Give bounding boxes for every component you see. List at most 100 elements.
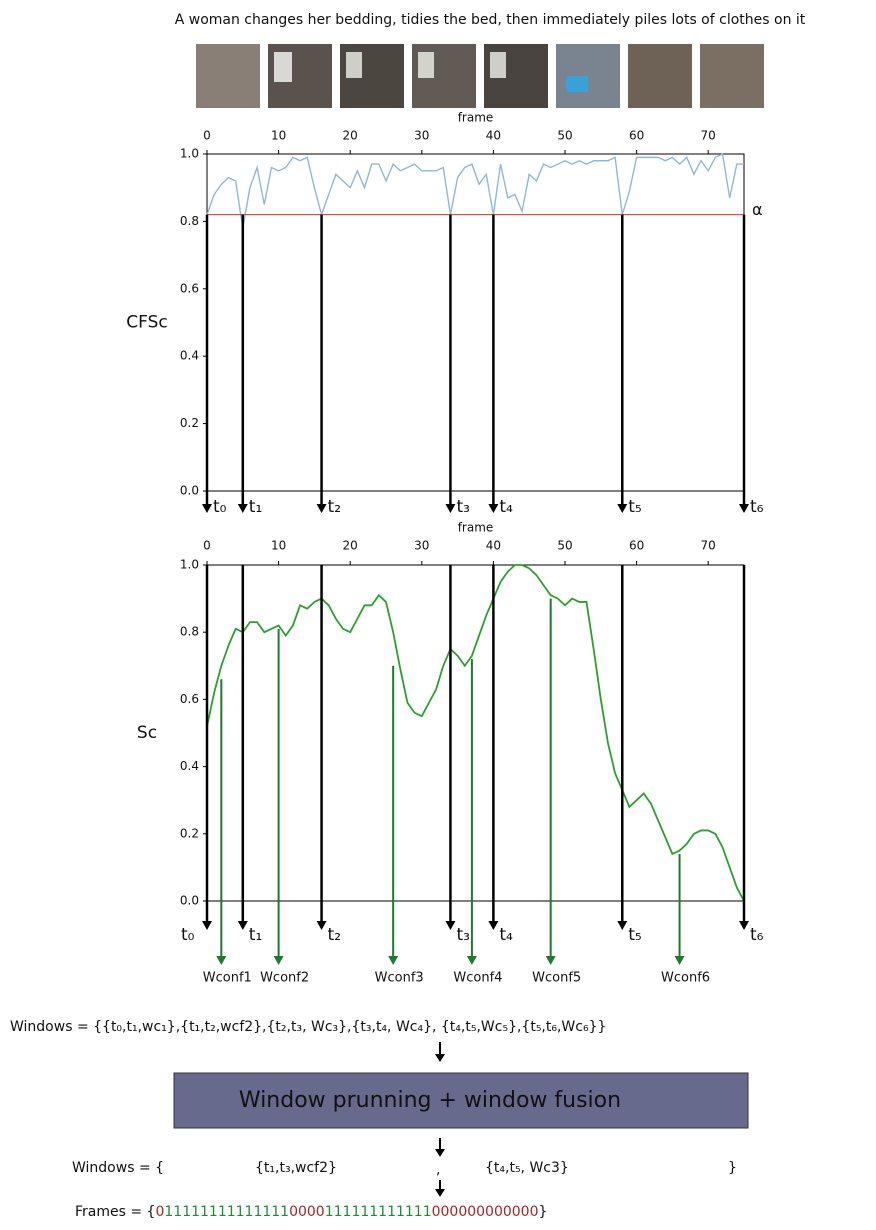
y-axis-label: Sc (137, 723, 157, 743)
plot-frame (206, 564, 745, 902)
x-tick-label: 0 (203, 129, 211, 143)
charts: frame CFSc 0 10 20 30 40 50 60 70 0.0 0.2 0.4 0.6 0.8 1… (126, 111, 763, 986)
cut-label: t₃ (456, 497, 469, 517)
cut-label: t₄ (499, 925, 513, 945)
x-axis-label: frame (458, 111, 494, 125)
window-label: Wconf2 (260, 971, 309, 986)
cut-label: t₄ (499, 497, 513, 517)
y-tick-label: 0.0 (180, 484, 199, 498)
process-box (173, 1072, 749, 1129)
threshold-label: α (752, 200, 763, 219)
x-tick-label: 10 (271, 539, 286, 553)
arrow-head (435, 1149, 445, 1157)
x-axis-label: frame (458, 521, 494, 535)
x-tick-label: 20 (343, 129, 358, 143)
y-tick-label: 1.0 (180, 147, 199, 161)
cut-label: t₁ (249, 497, 262, 517)
frame-bits: 0000 (289, 1204, 325, 1220)
x-tick-label: 50 (557, 539, 572, 553)
window-arrow-head (466, 956, 477, 965)
y-tick-label: 1.0 (180, 558, 199, 572)
x-tick-label: 60 (629, 539, 644, 553)
window-arrow-head (674, 956, 685, 965)
cut-label: t₀ (213, 497, 227, 517)
cut-arrow-head (445, 504, 456, 513)
x-tick-label: 40 (486, 539, 501, 553)
thumbnail (196, 44, 260, 108)
cut-arrow-head (202, 504, 212, 513)
cut-arrow-head (445, 921, 456, 930)
y-tick-label: 0.6 (180, 281, 199, 295)
frames-label: Frames = { (75, 1204, 155, 1220)
result-separator: , (436, 1162, 440, 1178)
process-label: Window prunning + window fusion (239, 1088, 621, 1113)
cut-arrow-head (237, 921, 248, 930)
result-window: {t₄,t₅, Wc3} (485, 1160, 569, 1176)
cut-arrow-head (617, 504, 628, 513)
result-windows-label: Windows = { (72, 1160, 164, 1176)
window-glint (274, 52, 292, 82)
window-label: Wconf6 (661, 971, 710, 986)
frame-bits: 111111111111 (325, 1204, 432, 1220)
window-glint (490, 52, 506, 78)
y-tick-label: 0.4 (180, 759, 199, 773)
cut-label: t₃ (456, 925, 469, 945)
cut-label: t₆ (750, 925, 764, 945)
x-tick-label: 20 (343, 539, 358, 553)
y-tick-label: 0.2 (180, 416, 199, 430)
x-tick-label: 30 (414, 129, 429, 143)
x-tick-label: 50 (557, 129, 572, 143)
window-arrow-head (388, 956, 399, 965)
chart: frame CFSc 0 10 20 30 40 50 60 70 0.0 0.2 0.4 0.6 0.8 1… (126, 111, 763, 518)
x-tick-label: 0 (203, 539, 211, 553)
window-label: Wconf5 (532, 971, 581, 986)
y-axis-label: CFSc (126, 313, 168, 333)
cut-label: t₁ (249, 925, 262, 945)
result-windows-close: } (728, 1160, 737, 1176)
y-tick-label: 0.0 (180, 894, 199, 908)
cut-label: t₀ (181, 925, 195, 945)
window-glint (418, 52, 434, 78)
thumbnails (196, 44, 764, 108)
cut-label: t₆ (750, 497, 764, 517)
cut-arrow-head (488, 504, 499, 513)
thumbnail (700, 44, 764, 108)
y-tick-label: 0.4 (180, 349, 199, 363)
window-label: Wconf4 (453, 971, 502, 986)
frames-close: } (539, 1204, 548, 1220)
windows-line: Windows = {{t₀,t₁,wc₁},{t₁,t₂,wcf2},{t₂,… (10, 1019, 606, 1035)
cut-arrow-head (617, 921, 628, 930)
plot-frame (206, 153, 745, 492)
y-tick-label: 0.8 (180, 625, 199, 639)
x-tick-label: 70 (701, 129, 716, 143)
cut-arrow-head (202, 921, 212, 930)
cut-arrow-head (488, 921, 499, 930)
cut-arrow-head (316, 921, 327, 930)
window-arrow-head (273, 956, 284, 965)
x-tick-label: 30 (414, 539, 429, 553)
caption: A woman changes her bedding, tidies the … (175, 12, 806, 28)
cut-label: t₅ (628, 497, 641, 517)
x-tick-label: 10 (271, 129, 286, 143)
frame-bits: 11111111111111 (164, 1204, 289, 1220)
x-tick-label: 40 (486, 129, 501, 143)
cut-label: t₂ (328, 925, 341, 945)
thumbnail (628, 44, 692, 108)
cut-label: t₅ (628, 925, 641, 945)
window-label: Wconf3 (375, 971, 424, 986)
cut-arrow-head (739, 504, 749, 513)
y-tick-label: 0.2 (180, 826, 199, 840)
frames-line: Frames = {011111111111111000011111111111… (75, 1204, 547, 1220)
cut-arrow-head (316, 504, 327, 513)
arrow-head (435, 1054, 445, 1062)
arrow-head (435, 1189, 445, 1197)
x-tick-label: 70 (701, 539, 716, 553)
cut-arrow-head (237, 504, 248, 513)
frame-bits: 0 (155, 1204, 164, 1220)
data-line (206, 152, 744, 229)
window-glint (346, 52, 362, 78)
x-tick-label: 60 (629, 129, 644, 143)
cut-arrow-head (739, 921, 749, 930)
